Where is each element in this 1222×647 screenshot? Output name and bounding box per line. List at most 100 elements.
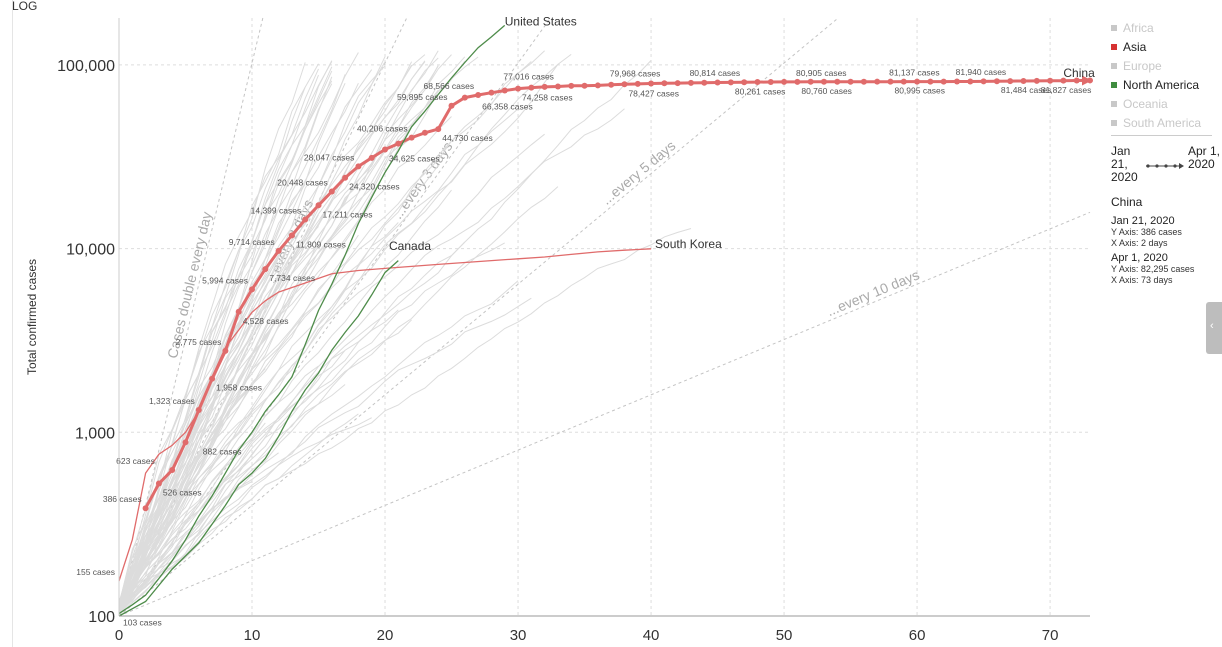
data-label: 40,206 cases — [357, 124, 408, 134]
data-point — [794, 78, 801, 85]
last-point-date: Apr 1, 2020 — [1111, 252, 1168, 264]
data-point — [953, 78, 960, 85]
data-point — [887, 78, 894, 85]
data-point — [235, 308, 242, 315]
legend-item-north-america[interactable]: North America — [1111, 75, 1221, 94]
line-chart: Cases double every day ...every 2 days...… — [12, 0, 1095, 644]
data-point — [687, 79, 694, 86]
data-label: 14,399 cases — [251, 206, 302, 216]
data-label: 79,968 cases — [610, 69, 661, 79]
data-label: 882 cases — [203, 446, 242, 456]
legend-item-africa[interactable]: Africa — [1111, 18, 1221, 37]
data-label: 1,323 cases — [149, 396, 195, 406]
data-point — [914, 78, 921, 85]
background-country-line — [118, 56, 479, 608]
last-point-y: Y Axis: 82,295 cases — [1111, 264, 1195, 274]
data-point — [714, 79, 721, 86]
data-point — [315, 202, 322, 209]
first-point-date: Jan 21, 2020 — [1111, 215, 1175, 227]
background-country-line — [118, 417, 372, 607]
x-tick-label: 40 — [643, 627, 660, 644]
data-label: 103 cases — [123, 618, 162, 628]
data-point — [568, 82, 575, 89]
background-country-line — [118, 64, 559, 610]
data-label: 1,958 cases — [216, 383, 262, 393]
timeline-track[interactable] — [1145, 162, 1185, 170]
background-country-line — [118, 167, 359, 609]
legend-item-south-america[interactable]: South America — [1111, 113, 1221, 132]
data-point — [155, 480, 162, 487]
data-point — [355, 163, 362, 170]
data-label: 68,566 cases — [424, 81, 475, 91]
series-label: China — [1063, 66, 1095, 80]
data-point — [727, 79, 734, 86]
left-border — [12, 0, 13, 647]
axes: 0 10 20 30 40 50 60 70 100 1,000 10,000 100,000 — [57, 18, 1090, 644]
data-point — [249, 286, 256, 293]
legend-label: Africa — [1123, 20, 1154, 35]
background-country-line — [118, 54, 572, 613]
data-point — [142, 505, 149, 512]
chevron-left-icon: ‹ — [1210, 320, 1214, 332]
series-line — [118, 248, 652, 582]
background-country-line — [118, 61, 532, 611]
legend-label: North America — [1123, 77, 1200, 92]
data-point — [395, 140, 402, 147]
data-point — [368, 154, 375, 161]
data-point — [754, 79, 761, 86]
series-line — [118, 24, 506, 615]
data-point — [1073, 77, 1080, 84]
data-label: 2,775 cases — [176, 337, 222, 347]
data-point — [900, 78, 907, 85]
data-label: 11,809 cases — [296, 239, 346, 249]
data-point — [182, 439, 189, 446]
data-point — [767, 79, 774, 86]
data-point — [501, 87, 508, 94]
data-label: 78,427 cases — [628, 88, 679, 98]
data-label: 24,320 cases — [349, 182, 400, 192]
legend-swatch — [1111, 24, 1117, 31]
data-label: 4,528 cases — [243, 316, 289, 326]
background-country-line — [118, 111, 426, 610]
background-country-line — [118, 60, 426, 612]
data-point — [847, 78, 854, 85]
background-country-line — [118, 61, 333, 614]
data-point — [488, 89, 495, 96]
side-panel-toggle[interactable]: ‹ — [1206, 302, 1222, 354]
data-point — [328, 188, 335, 195]
series-label: Canada — [389, 239, 431, 253]
background-country-line — [118, 184, 306, 611]
data-point — [980, 78, 987, 85]
background-country-line — [118, 50, 545, 614]
legend-item-asia[interactable]: Asia — [1111, 37, 1221, 56]
data-label: 81,940 cases — [956, 67, 1007, 77]
scale-label[interactable]: LOG — [12, 0, 37, 13]
background-country-line — [118, 350, 346, 610]
grid — [119, 18, 1090, 617]
sidebar-divider — [1111, 135, 1212, 136]
selected-country: China — [1111, 195, 1143, 209]
data-label: 20,448 cases — [277, 178, 328, 188]
background-country-line — [118, 422, 266, 606]
legend-label: South America — [1123, 115, 1202, 130]
x-tick-label: 0 — [115, 627, 123, 644]
data-point — [302, 216, 309, 223]
data-label: 66,358 cases — [482, 102, 533, 112]
background-country-line — [118, 60, 652, 610]
legend-item-oceania[interactable]: Oceania — [1111, 94, 1221, 113]
legend-swatch — [1111, 81, 1117, 88]
data-point — [421, 129, 428, 136]
x-tick-label: 70 — [1042, 627, 1059, 644]
data-point — [621, 81, 628, 88]
doubling-line — [118, 17, 839, 617]
data-point — [874, 78, 881, 85]
data-point — [461, 94, 468, 101]
background-country-line — [118, 69, 373, 602]
legend-label: Asia — [1123, 39, 1147, 54]
data-point — [528, 84, 535, 91]
data-point — [475, 92, 482, 99]
legend-item-europe[interactable]: Europe — [1111, 56, 1221, 75]
data-point — [408, 134, 415, 141]
legend-swatch — [1111, 100, 1117, 107]
background-country-line — [118, 56, 386, 615]
